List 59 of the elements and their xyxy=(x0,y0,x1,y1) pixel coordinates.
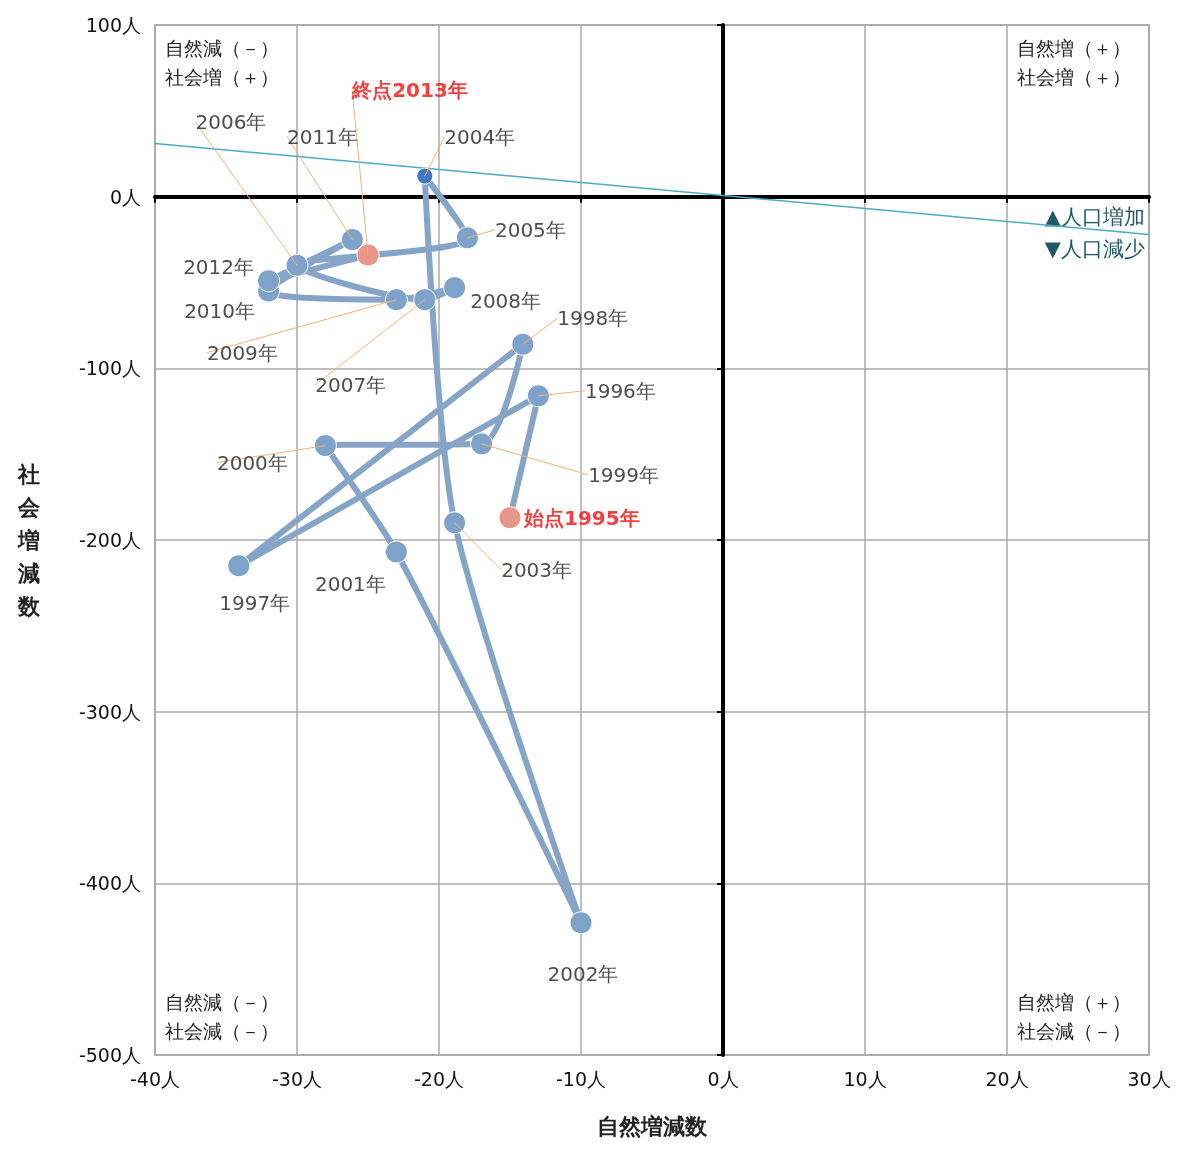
annotation: 始点1995年 xyxy=(523,505,640,530)
annotation: 1999年 xyxy=(588,462,660,487)
y-tick-label: -300人 xyxy=(78,700,141,723)
x-tick-label: -20人 xyxy=(413,1067,465,1090)
y-tick-label: -400人 xyxy=(78,872,141,895)
point xyxy=(443,276,467,300)
point xyxy=(443,511,467,535)
annotation: 2011年 xyxy=(286,124,358,149)
x-tick-label: 10人 xyxy=(843,1067,887,1090)
point xyxy=(313,434,337,458)
point xyxy=(356,243,380,267)
point xyxy=(511,332,535,356)
annotation: 自然減（－）社会増（＋） xyxy=(165,36,279,88)
annotation: 自然増（＋）社会増（＋） xyxy=(1017,36,1131,88)
annotation: 1997年 xyxy=(219,590,291,615)
point xyxy=(384,540,408,564)
annotation: 2006年 xyxy=(195,110,267,135)
y-axis-title: 社会増減数 xyxy=(17,461,41,619)
y-tick-label: 0人 xyxy=(109,185,141,208)
annotation: 2001年 xyxy=(314,572,386,597)
point xyxy=(413,288,437,312)
x-tick-label: 0人 xyxy=(707,1067,739,1090)
y-tick-label: 100人 xyxy=(85,14,141,36)
annotation: 1996年 xyxy=(584,378,656,403)
annotation: 1998年 xyxy=(557,306,629,331)
y-tick-label: -100人 xyxy=(78,357,141,380)
annotation: 2000年 xyxy=(216,450,288,475)
point xyxy=(455,226,479,250)
annotation: 2010年 xyxy=(184,299,256,324)
annotation: 2004年 xyxy=(444,125,516,150)
point xyxy=(227,554,251,578)
annotation: 2002年 xyxy=(547,961,619,986)
annotation: ▼人口減少 xyxy=(1044,237,1145,262)
annotation: 2003年 xyxy=(501,557,573,582)
x-tick-label: 30人 xyxy=(1127,1067,1171,1090)
y-tick-label: -200人 xyxy=(78,529,141,551)
x-tick-label: -40人 xyxy=(129,1067,181,1090)
point xyxy=(340,228,364,252)
point xyxy=(384,288,408,312)
point xyxy=(285,253,309,277)
annotation: 自然増（＋）社会減（－） xyxy=(1017,990,1131,1042)
x-axis-title: 自然増減数 xyxy=(597,1114,708,1139)
x-tick-label: 20人 xyxy=(985,1067,1029,1090)
annotation: 2012年 xyxy=(183,254,255,279)
point xyxy=(498,506,522,530)
annotation: 2005年 xyxy=(494,217,566,242)
annotation: 自然減（－）社会減（－） xyxy=(165,990,279,1042)
annotation: 終点2013年 xyxy=(351,78,468,103)
annotation: ▲人口増加 xyxy=(1044,205,1145,230)
point xyxy=(470,432,494,456)
annotation: 2009年 xyxy=(206,340,278,365)
point xyxy=(569,911,593,935)
annotation: 2007年 xyxy=(315,372,387,397)
point xyxy=(526,384,550,408)
point xyxy=(257,269,281,293)
y-tick-label: -500人 xyxy=(78,1044,141,1066)
annotation: 2008年 xyxy=(470,288,542,313)
x-tick-label: -30人 xyxy=(271,1067,323,1090)
x-tick-label: -10人 xyxy=(555,1067,607,1090)
